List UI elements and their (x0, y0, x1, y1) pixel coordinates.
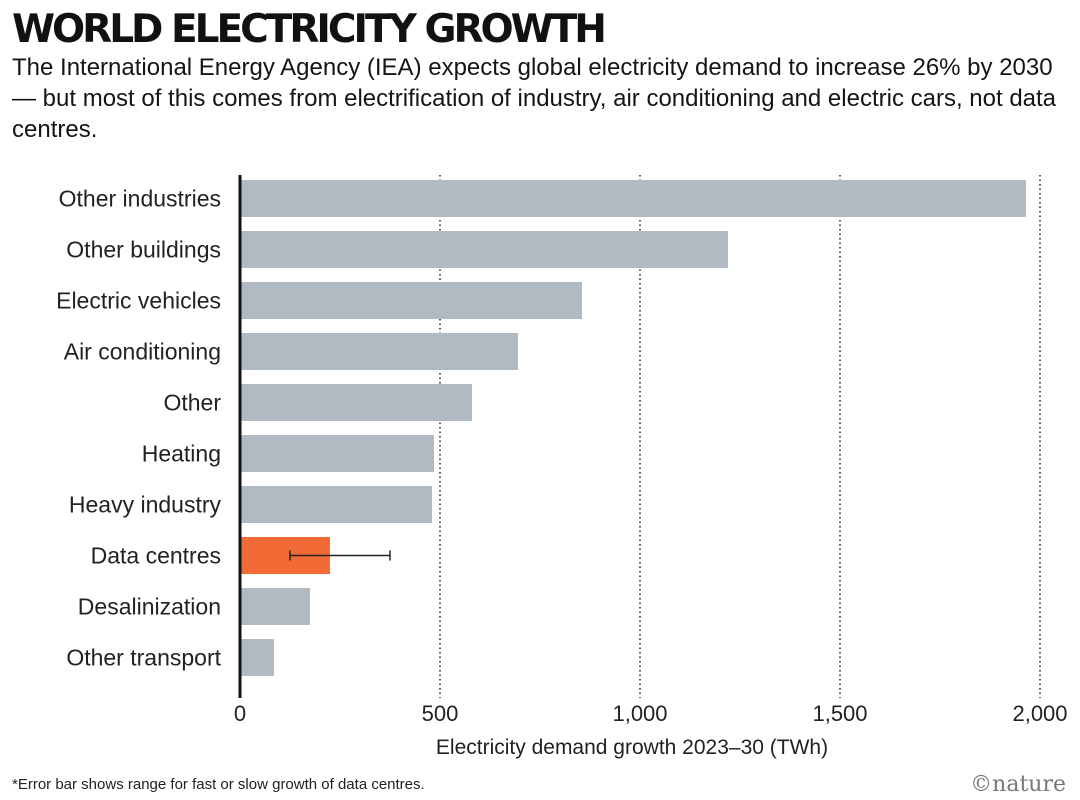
x-tick-labels: 0 500 1,000 1,500 2,000 (234, 701, 1068, 726)
category-label: Heating (142, 441, 221, 467)
category-label: Air conditioning (64, 339, 221, 365)
x-tick-label: 2,000 (1012, 701, 1067, 726)
bar-other-buildings (240, 231, 728, 268)
bar-heavy-industry (240, 486, 432, 523)
category-label: Other (163, 390, 221, 416)
x-tick-label: 1,000 (612, 701, 667, 726)
error-bars (289, 550, 391, 561)
x-tick-label: 1,500 (812, 701, 867, 726)
category-label: Electric vehicles (56, 288, 221, 314)
bar-air-conditioning (240, 333, 518, 370)
category-label: Other buildings (66, 237, 221, 263)
x-tick-label: 0 (234, 701, 246, 726)
category-label: Desalinization (78, 594, 221, 620)
category-label: Heavy industry (69, 492, 222, 518)
bar-chart: Other industries Other buildings Electric … (56, 175, 1068, 759)
nature-credit: ©nature (970, 772, 1066, 797)
bar-desalinization (240, 588, 310, 625)
bar-electric-vehicles (240, 282, 582, 319)
x-tick-label: 500 (422, 701, 459, 726)
category-labels: Other industries Other buildings Electric … (56, 186, 221, 671)
chart-title: WORLD ELECTRICITY GROWTH (12, 7, 607, 52)
footnote: *Error bar shows range for fast or slow … (12, 776, 425, 793)
bars (240, 180, 1026, 676)
bar-other-industries (240, 180, 1026, 217)
category-label: Other industries (59, 186, 221, 212)
category-label: Data centres (91, 543, 221, 569)
category-label: Other transport (66, 645, 221, 671)
bar-other-transport (240, 639, 274, 676)
x-axis-title: Electricity demand growth 2023–30 (TWh) (436, 736, 828, 759)
bar-other (240, 384, 472, 421)
bar-heating (240, 435, 434, 472)
chart-subtitle: The International Energy Agency (IEA) ex… (12, 54, 1057, 143)
gridlines (439, 175, 1041, 698)
